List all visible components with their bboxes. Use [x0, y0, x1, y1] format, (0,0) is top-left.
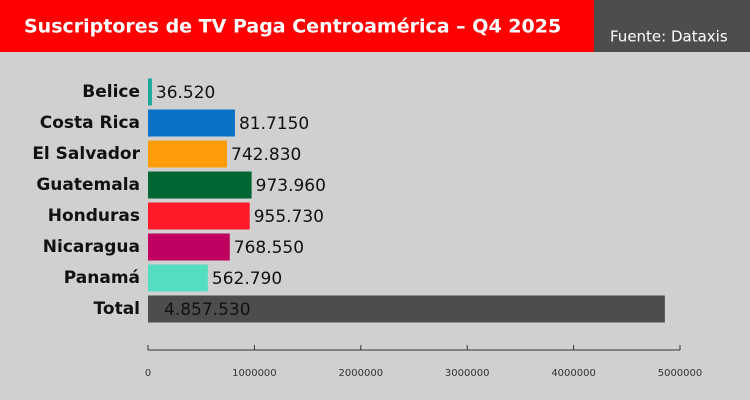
value-label: 36.520 — [156, 83, 215, 103]
value-label: 562.790 — [212, 269, 282, 289]
bar — [148, 264, 208, 292]
bar — [148, 171, 252, 199]
value-label: 4.857.530 — [164, 300, 251, 320]
category-label: Costa Rica — [40, 113, 140, 133]
bar — [148, 202, 250, 230]
x-tick-label: 4000000 — [551, 368, 596, 379]
category-label: Belice — [82, 82, 140, 102]
x-tick-label: 1000000 — [232, 368, 277, 379]
category-label: Nicaragua — [43, 237, 140, 257]
bar — [148, 109, 235, 137]
value-label: 768.550 — [234, 238, 304, 258]
category-label: El Salvador — [32, 144, 140, 164]
bar — [148, 140, 228, 168]
value-label: 973.960 — [256, 176, 326, 196]
category-label: Total — [94, 299, 140, 319]
x-tick-label: 5000000 — [658, 368, 703, 379]
bar — [148, 295, 665, 323]
value-label: 955.730 — [254, 207, 324, 227]
category-label: Honduras — [48, 206, 140, 226]
category-label: Panamá — [64, 268, 140, 288]
bar — [148, 78, 152, 106]
value-label: 81.7150 — [239, 114, 309, 134]
source-box — [594, 0, 750, 52]
chart-title: Suscriptores de TV Paga Centroamérica – … — [24, 16, 561, 38]
bar — [148, 233, 230, 261]
x-tick-label: 2000000 — [339, 368, 384, 379]
title-banner — [0, 0, 594, 52]
source: Fuente: Dataxis — [610, 28, 728, 46]
value-label: 742.830 — [231, 145, 301, 165]
category-label: Guatemala — [36, 175, 140, 195]
x-tick-label: 0 — [145, 368, 151, 379]
x-tick-label: 3000000 — [445, 368, 490, 379]
